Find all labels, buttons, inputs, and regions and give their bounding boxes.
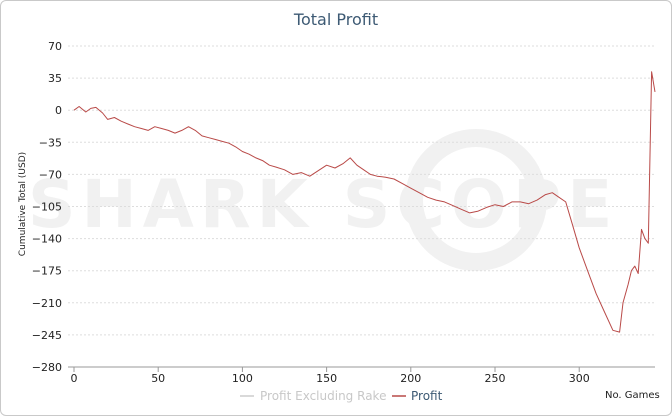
x-tick-label: 150: [316, 372, 337, 385]
watermark: SHARK SCOPE: [28, 129, 618, 271]
y-tick-label: −175: [32, 265, 62, 278]
grid: [68, 45, 655, 372]
y-tick-labels: 70 35 0 −35 −70 −105 −140 −175 −210 −245 −280: [32, 40, 62, 374]
y-tick-label: −105: [32, 201, 62, 214]
series-line-profit: [73, 71, 656, 333]
x-axis-title: No. Games: [605, 390, 660, 401]
y-tick-label: −70: [39, 168, 62, 181]
y-tick-label: 35: [48, 72, 62, 85]
x-tick-label: 200: [400, 372, 421, 385]
x-tick-label: 300: [569, 372, 590, 385]
y-tick-label: −210: [32, 297, 62, 310]
x-tick-label: 100: [232, 372, 253, 385]
legend-label-profit[interactable]: Profit: [411, 389, 443, 403]
y-tick-label: 70: [48, 40, 62, 53]
y-axis-title: Cumulative Total (USD): [18, 152, 28, 256]
y-tick-label: −140: [32, 233, 62, 246]
legend-label-profit-excluding-rake[interactable]: Profit Excluding Rake: [260, 389, 386, 403]
y-tick-label: −245: [32, 329, 62, 342]
y-tick-label: 0: [55, 104, 62, 117]
x-tick-label: 50: [151, 372, 165, 385]
y-tick-label: −280: [32, 361, 62, 374]
chart-title: Total Profit: [293, 10, 378, 29]
x-tick-labels: 0 50 100 150 200 250 300: [71, 372, 590, 385]
legend: Profit Excluding Rake Profit: [240, 389, 443, 403]
x-tick-label: 250: [485, 372, 506, 385]
y-tick-label: −35: [39, 136, 62, 149]
watermark-text: SHARK SCOPE: [28, 166, 618, 243]
series-lines: [73, 71, 656, 333]
x-tick-label: 0: [71, 372, 78, 385]
